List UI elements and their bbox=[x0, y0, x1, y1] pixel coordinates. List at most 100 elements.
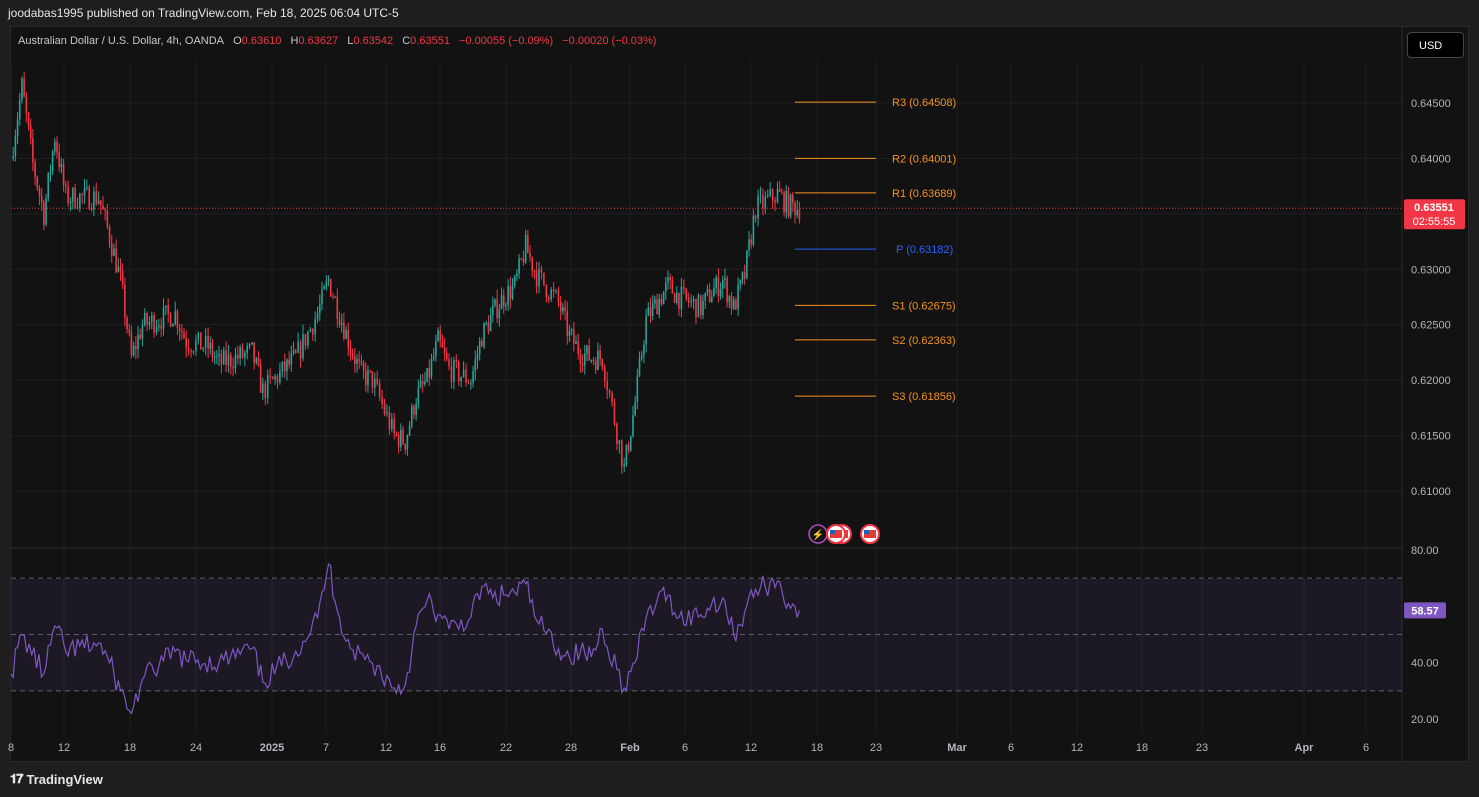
change-value: −0.00055 (−0.09%) bbox=[459, 35, 554, 47]
candle-body-344 bbox=[792, 194, 794, 203]
candle-body-164 bbox=[386, 412, 388, 414]
candle-body-221 bbox=[513, 276, 516, 286]
candle-body-108 bbox=[257, 358, 260, 365]
time-tick-label: 24 bbox=[190, 742, 202, 754]
candle-body-334 bbox=[769, 189, 771, 196]
candle-body-34 bbox=[88, 187, 91, 210]
rsi-level-lines bbox=[11, 577, 1402, 692]
candle-body-316 bbox=[728, 296, 731, 303]
candle-body-346 bbox=[796, 209, 799, 216]
rsi-axis[interactable]: 80.00 40.00 20.00 bbox=[1411, 545, 1439, 726]
candle-body-293 bbox=[675, 292, 678, 303]
candle-body-98 bbox=[234, 354, 237, 369]
candle-body-204 bbox=[476, 354, 479, 360]
pivot-label-s2: S2 (0.62363) bbox=[892, 335, 956, 347]
price-axis[interactable]: 0.645000.640000.635000.630000.625000.620… bbox=[1411, 98, 1451, 498]
candle-body-184 bbox=[430, 359, 433, 378]
candle-body-56 bbox=[137, 334, 139, 350]
candle-body-19 bbox=[54, 141, 56, 152]
candle-body-48 bbox=[119, 266, 122, 272]
candle-body-211 bbox=[492, 305, 494, 316]
candle-body-61 bbox=[148, 321, 151, 325]
rsi-tick-label: 80.00 bbox=[1411, 545, 1439, 557]
price-tick-label: 0.61000 bbox=[1411, 486, 1451, 498]
candle-body-11 bbox=[36, 177, 39, 189]
candle-body-207 bbox=[483, 323, 485, 347]
chart-frame[interactable] bbox=[10, 26, 1469, 762]
candle-body-222 bbox=[516, 273, 518, 277]
candle-body-8 bbox=[29, 125, 32, 139]
candle-body-308 bbox=[711, 296, 713, 302]
candle-body-2 bbox=[16, 119, 19, 137]
candle-body-340 bbox=[783, 192, 785, 213]
candle-body-215 bbox=[500, 295, 503, 310]
tradingview-footer: 𝟏𝟕 TradingView bbox=[10, 771, 103, 787]
candle-body-84 bbox=[202, 347, 205, 350]
candle-body-111 bbox=[264, 383, 267, 398]
candle-body-232 bbox=[538, 268, 540, 287]
price-tick-label: 0.61500 bbox=[1411, 431, 1451, 443]
candle-body-286 bbox=[660, 298, 663, 305]
candle-body-283 bbox=[654, 299, 656, 304]
candle-body-323 bbox=[743, 272, 746, 279]
candle-body-291 bbox=[671, 279, 674, 294]
candle-body-100 bbox=[239, 347, 241, 359]
candle-body-181 bbox=[424, 381, 426, 384]
candle-body-20 bbox=[56, 141, 58, 153]
candle-body-307 bbox=[708, 289, 711, 302]
pivot-label-r1: R1 (0.63689) bbox=[892, 188, 956, 200]
candle-body-137 bbox=[325, 281, 328, 287]
candle-body-31 bbox=[81, 194, 83, 196]
candle-body-208 bbox=[485, 322, 488, 324]
candle-body-37 bbox=[95, 191, 98, 204]
candle-body-101 bbox=[241, 347, 244, 358]
candle-body-320 bbox=[737, 284, 739, 310]
candle-body-294 bbox=[678, 292, 680, 310]
candle-body-52 bbox=[128, 329, 131, 334]
candle-body-263 bbox=[608, 390, 611, 394]
candle-body-26 bbox=[69, 201, 72, 204]
candle-body-345 bbox=[794, 202, 796, 216]
candle-body-121 bbox=[288, 359, 290, 365]
candle-body-176 bbox=[413, 406, 415, 415]
candle-body-67 bbox=[162, 307, 165, 329]
candle-body-311 bbox=[717, 277, 720, 297]
pivot-label-s1: S1 (0.62675) bbox=[892, 300, 956, 312]
candle-body-112 bbox=[266, 375, 269, 398]
candle-body-322 bbox=[741, 272, 744, 280]
candle-body-256 bbox=[592, 360, 595, 362]
candle-body-190 bbox=[443, 347, 446, 353]
candle-body-172 bbox=[404, 443, 406, 450]
candle-body-253 bbox=[586, 345, 588, 354]
candle-body-292 bbox=[673, 293, 676, 303]
candle-body-213 bbox=[496, 299, 498, 319]
candle-body-280 bbox=[647, 307, 650, 316]
candle-body-167 bbox=[393, 418, 396, 434]
time-tick-label: 28 bbox=[565, 742, 577, 754]
candle-body-133 bbox=[316, 313, 319, 320]
candle-body-315 bbox=[726, 278, 728, 303]
candle-body-161 bbox=[378, 383, 381, 398]
time-axis[interactable]: 8 12 18 24 2025 7 12 16 22 28 Feb 6 12 18 23 Mar 6 12 18 23… bbox=[8, 742, 1369, 754]
candle-body-96 bbox=[229, 354, 232, 367]
candle-body-148 bbox=[349, 348, 352, 354]
candle-body-235 bbox=[545, 284, 548, 298]
currency-button[interactable]: USD bbox=[1407, 32, 1464, 58]
candle-body-254 bbox=[588, 345, 590, 361]
candle-body-238 bbox=[552, 289, 555, 292]
candle-body-117 bbox=[279, 370, 281, 383]
candle-body-57 bbox=[139, 334, 142, 339]
candle-body-102 bbox=[244, 352, 246, 358]
candle-body-175 bbox=[410, 406, 413, 426]
candle-body-21 bbox=[58, 152, 60, 168]
change2-value: −0.00020 (−0.03%) bbox=[562, 35, 657, 47]
candle-body-191 bbox=[446, 352, 448, 360]
candle-body-202 bbox=[472, 371, 474, 384]
rsi-line bbox=[10, 563, 800, 715]
event-icons[interactable]: ⚡ bbox=[808, 524, 880, 544]
candle-body-158 bbox=[371, 371, 374, 388]
candle-body-89 bbox=[213, 356, 216, 358]
candle-body-80 bbox=[192, 351, 195, 353]
candle-body-255 bbox=[590, 360, 593, 362]
